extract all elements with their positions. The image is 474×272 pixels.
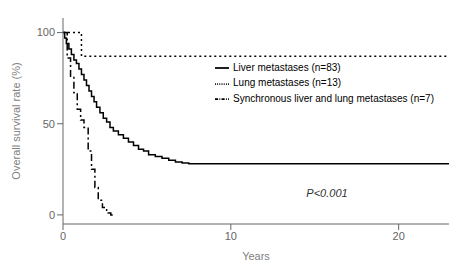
svg-text:50: 50 (43, 118, 55, 130)
svg-text:0: 0 (60, 230, 66, 242)
html-text:Lung metastases (n=13): Lung metastases (n=13) (233, 77, 342, 89)
html-text:Liver metastases (n=83): Liver metastases (n=83) (233, 62, 341, 73)
svg-text:100: 100 (37, 26, 55, 38)
svg-text:20: 20 (393, 230, 405, 242)
svg-text:Overall survival rate (%): Overall survival rate (%) (10, 62, 22, 179)
svg-text:P<0.001: P<0.001 (306, 187, 347, 199)
svg-text:Years: Years (242, 250, 270, 262)
svg-text:0: 0 (49, 209, 55, 221)
svg-text:10: 10 (225, 230, 237, 242)
html-text:Synchronous liver and lung met: Synchronous liver and lung metastases (n… (233, 92, 434, 104)
